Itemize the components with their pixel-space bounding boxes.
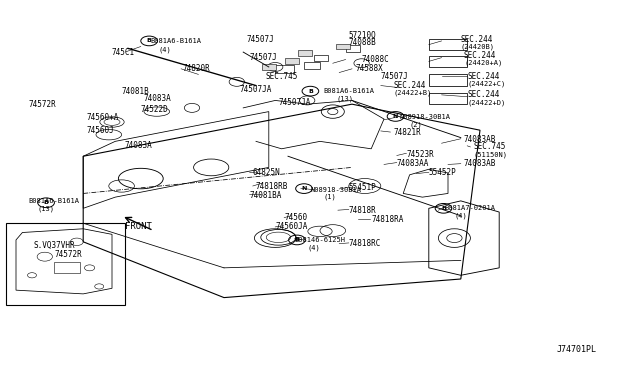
Text: J74701PL: J74701PL	[557, 345, 596, 354]
Text: SEC.244: SEC.244	[461, 35, 493, 44]
Text: 74083AB: 74083AB	[464, 159, 497, 168]
Bar	[336, 44, 350, 49]
Text: B081A6-B161A: B081A6-B161A	[323, 88, 374, 94]
Text: (13): (13)	[37, 205, 54, 212]
Text: 74572R: 74572R	[29, 100, 56, 109]
Text: 74081BA: 74081BA	[250, 191, 282, 200]
Text: (4): (4)	[307, 244, 320, 251]
Text: B08146-6125H: B08146-6125H	[294, 237, 346, 243]
Text: N: N	[393, 114, 398, 119]
Bar	[429, 74, 467, 86]
Text: SEC.745: SEC.745	[474, 142, 506, 151]
Bar	[54, 262, 80, 273]
Text: 74507JA: 74507JA	[278, 98, 311, 107]
Text: 745C1: 745C1	[112, 48, 135, 57]
Text: 74560J: 74560J	[86, 126, 114, 135]
Text: 74818R: 74818R	[349, 206, 376, 215]
Text: (1): (1)	[323, 194, 336, 201]
Text: 74818RA: 74818RA	[371, 215, 404, 224]
Text: 74507J: 74507J	[246, 35, 274, 44]
Text: (24422+B): (24422+B)	[394, 90, 432, 96]
Text: 74083A: 74083A	[125, 141, 152, 150]
Text: 74560+A: 74560+A	[86, 113, 119, 122]
Text: N08918-30B1A: N08918-30B1A	[400, 114, 451, 120]
Text: 55452P: 55452P	[429, 169, 456, 177]
Text: 74818RC: 74818RC	[349, 239, 381, 248]
Text: B: B	[147, 38, 152, 44]
Text: N08918-30B1A: N08918-30B1A	[310, 187, 362, 193]
Bar	[346, 45, 360, 52]
Bar	[314, 55, 328, 61]
Text: N: N	[301, 186, 307, 191]
Text: SEC.745: SEC.745	[266, 72, 298, 81]
Text: 74081B: 74081B	[122, 87, 149, 96]
Text: 74507JA: 74507JA	[240, 85, 273, 94]
Text: SEC.244: SEC.244	[394, 81, 426, 90]
Text: 74818RB: 74818RB	[256, 182, 289, 190]
Bar	[262, 64, 276, 70]
Text: (24422+D): (24422+D)	[467, 99, 506, 106]
Text: B081A7-0201A: B081A7-0201A	[445, 205, 496, 211]
Text: B: B	[294, 237, 300, 243]
Text: 57210Q: 57210Q	[349, 31, 376, 40]
Text: 74820R: 74820R	[182, 64, 210, 73]
Text: 74572R: 74572R	[54, 250, 82, 259]
Text: 74588X: 74588X	[355, 64, 383, 73]
Text: 55451P: 55451P	[349, 183, 376, 192]
Text: (4): (4)	[159, 47, 172, 54]
Text: 74560: 74560	[285, 213, 308, 222]
Text: 74821R: 74821R	[394, 128, 421, 137]
Text: (2): (2)	[410, 121, 422, 128]
Bar	[275, 65, 294, 73]
Bar	[429, 56, 467, 67]
Text: B: B	[308, 89, 313, 94]
Text: (13): (13)	[336, 95, 353, 102]
Text: SEC.244: SEC.244	[467, 72, 500, 81]
Bar	[429, 93, 467, 104]
Text: (51150N): (51150N)	[474, 151, 508, 158]
Text: 74083AB: 74083AB	[464, 135, 497, 144]
Text: B081A6-B161A: B081A6-B161A	[150, 38, 202, 44]
Bar	[6, 223, 125, 305]
Text: 74088B: 74088B	[349, 38, 376, 47]
Text: (24420B): (24420B)	[461, 43, 495, 50]
Text: SEC.244: SEC.244	[464, 51, 497, 60]
Text: B: B	[44, 200, 49, 205]
Text: 74083A: 74083A	[144, 94, 172, 103]
Text: 74523R: 74523R	[406, 150, 434, 159]
Text: 74507J: 74507J	[250, 53, 277, 62]
Bar	[285, 58, 299, 64]
Bar	[304, 62, 320, 69]
Bar	[429, 39, 467, 50]
Bar	[298, 50, 312, 56]
Text: S.VQ37VHR: S.VQ37VHR	[33, 241, 75, 250]
Text: SEC.244: SEC.244	[467, 90, 500, 99]
Text: 74522D: 74522D	[141, 105, 168, 114]
Text: (24422+C): (24422+C)	[467, 80, 506, 87]
Text: 74088C: 74088C	[362, 55, 389, 64]
Text: B: B	[441, 206, 446, 211]
Text: (4): (4)	[454, 212, 467, 219]
Text: B081A6-B161A: B081A6-B161A	[29, 198, 80, 204]
Text: FRONT: FRONT	[125, 222, 152, 231]
Text: 74507J: 74507J	[381, 72, 408, 81]
Text: (24420+A): (24420+A)	[464, 60, 502, 67]
Text: 64825N: 64825N	[253, 169, 280, 177]
Text: 74560JA: 74560JA	[275, 222, 308, 231]
Text: 74083AA: 74083AA	[397, 159, 429, 168]
